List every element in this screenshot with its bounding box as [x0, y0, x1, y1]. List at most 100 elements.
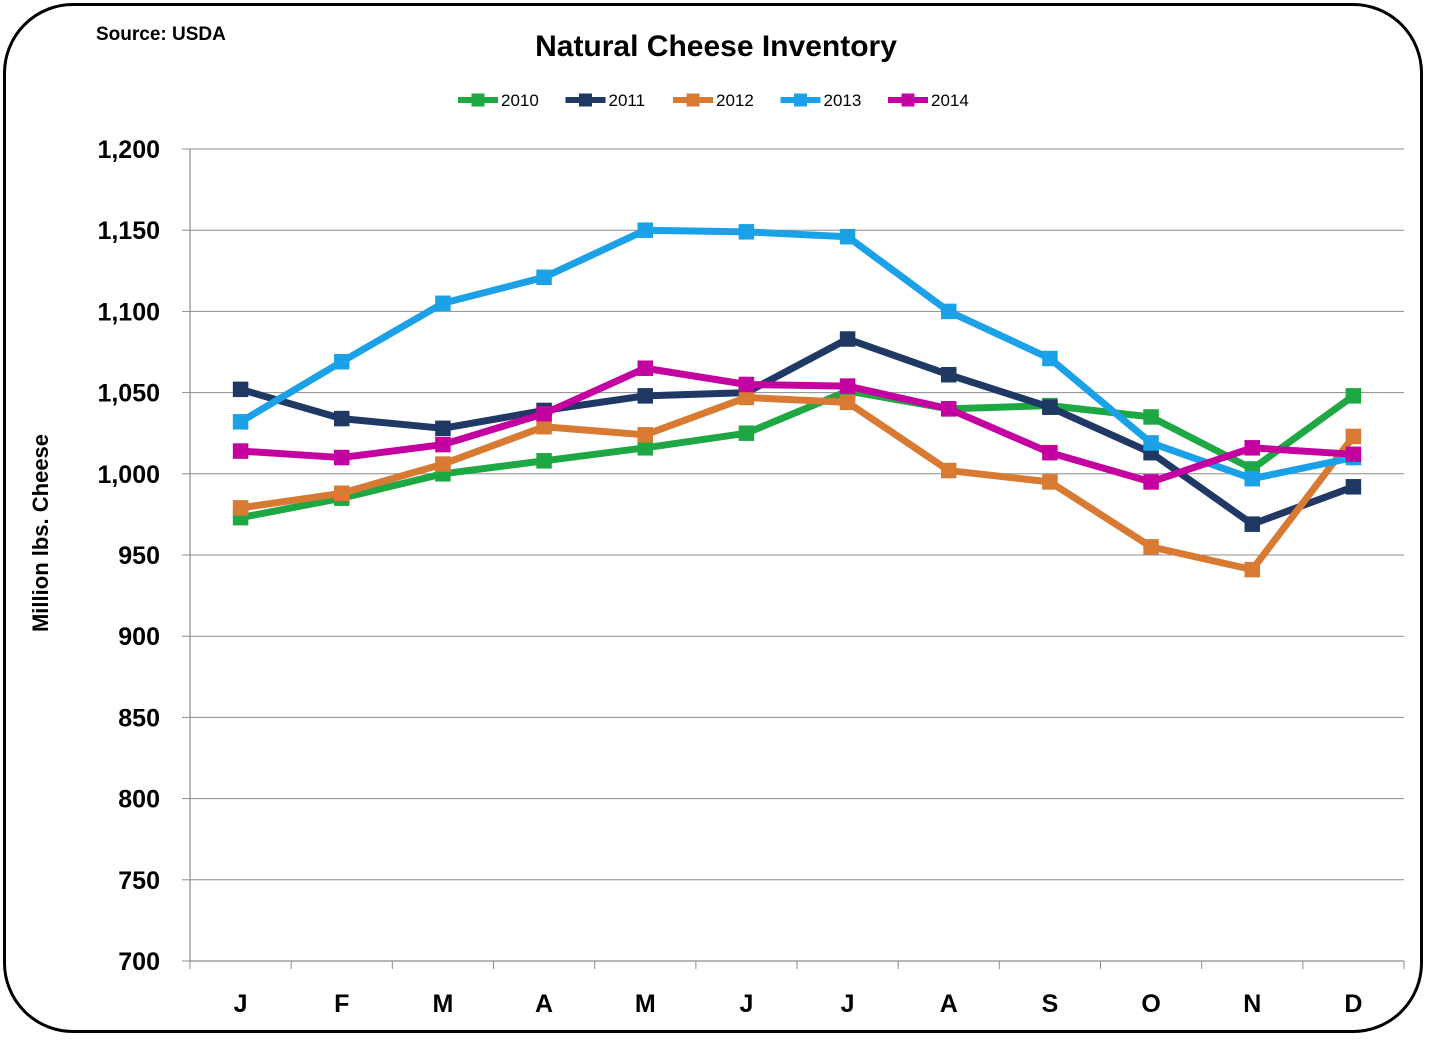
data-point [232, 500, 249, 516]
series-line-2014 [237, 364, 1357, 486]
legend-label: 2011 [609, 91, 646, 110]
x-tick-label: M [433, 990, 454, 1018]
y-tick-label: 850 [118, 704, 160, 732]
data-point [334, 410, 350, 427]
x-tick-label: A [940, 990, 958, 1018]
data-point [1042, 444, 1058, 461]
data-point [1345, 446, 1362, 463]
data-point [637, 427, 653, 443]
y-tick-label: 1,200 [97, 136, 160, 164]
data-point [941, 303, 957, 320]
legend-item-2010: 2010 [458, 91, 539, 110]
series-line-2012 [237, 393, 1357, 574]
legend-item-2014: 2014 [888, 91, 969, 110]
data-point [1042, 350, 1058, 367]
data-point [738, 389, 755, 406]
data-point [1345, 479, 1362, 495]
data-point [637, 222, 653, 238]
data-point [435, 436, 451, 453]
data-point [839, 394, 856, 411]
gridlines [182, 148, 1404, 962]
data-point [941, 401, 957, 417]
data-point [637, 440, 653, 456]
data-point [435, 295, 451, 312]
y-axis-label: Million lbs. Cheese [28, 434, 53, 632]
data-point [839, 331, 856, 347]
data-point [1345, 388, 1362, 404]
y-tick-label: 950 [118, 542, 160, 570]
legend-item-2013: 2013 [780, 91, 862, 110]
y-tick-label: 1,150 [97, 217, 160, 245]
series-line-2011 [237, 335, 1357, 528]
series-2013 [232, 222, 1362, 487]
series-line-2013 [237, 226, 1357, 483]
x-tick-label: N [1243, 990, 1261, 1018]
axes [189, 149, 1405, 969]
data-point [738, 425, 755, 441]
data-point [232, 443, 249, 459]
data-point [536, 418, 552, 435]
data-point [839, 228, 856, 245]
data-point [536, 269, 552, 286]
x-tick-label: D [1344, 990, 1362, 1018]
y-tick-label: 800 [118, 786, 160, 814]
data-point [1244, 470, 1260, 487]
data-point [536, 405, 552, 422]
data-point [1143, 539, 1159, 555]
y-tick-label: 750 [118, 867, 160, 895]
x-tick-label: J [739, 990, 753, 1018]
data-point [637, 360, 653, 376]
legend-item-2012: 2012 [673, 91, 754, 110]
data-point [435, 420, 451, 437]
data-point [1244, 516, 1260, 532]
legend-swatch-marker [794, 93, 807, 107]
data-point [637, 388, 653, 404]
y-tick-label: 900 [118, 623, 160, 651]
x-tick-label: J [841, 990, 855, 1018]
data-point [334, 485, 350, 502]
legend-label: 2014 [931, 91, 969, 110]
data-point [334, 449, 350, 466]
data-point [536, 453, 552, 469]
x-tick-label: O [1141, 990, 1160, 1018]
data-point [1143, 409, 1159, 425]
data-point [839, 378, 856, 394]
data-point [1244, 440, 1260, 456]
legend-label: 2010 [501, 91, 539, 110]
series-2011 [232, 331, 1362, 532]
data-point [232, 381, 249, 398]
legend-swatch-marker [901, 93, 915, 107]
x-tick-label: S [1042, 990, 1059, 1018]
data-point [1042, 474, 1058, 490]
data-point [941, 462, 957, 479]
data-point [1143, 474, 1159, 490]
x-tick-label: J [234, 990, 248, 1018]
series-2012 [232, 389, 1362, 578]
data-point [738, 376, 755, 393]
data-point [1345, 428, 1362, 445]
x-tick-label: A [535, 990, 553, 1018]
data-point [334, 353, 350, 370]
series-line-2010 [237, 387, 1357, 522]
y-tick-labels: 700 750 800 850 900 950 1,000 1,050 1,100 1,150 1,… [97, 136, 160, 976]
legend: 2010 2011 2012 2013 2014 [458, 91, 969, 110]
y-tick-label: 700 [118, 948, 160, 976]
series-2014 [232, 360, 1362, 490]
data-point [941, 366, 957, 383]
chart-title: Natural Cheese Inventory [535, 30, 897, 63]
legend-label: 2013 [824, 91, 862, 110]
legend-item-2011: 2011 [565, 91, 646, 110]
y-tick-label: 1,100 [97, 298, 160, 326]
series-group [232, 222, 1362, 578]
data-point [232, 414, 249, 430]
legend-label: 2012 [716, 91, 754, 110]
x-tick-label: F [334, 990, 349, 1018]
data-point [435, 456, 451, 472]
legend-swatch-marker [579, 93, 592, 107]
legend-swatch-marker [471, 93, 485, 107]
y-tick-label: 1,050 [97, 380, 160, 408]
y-tick-label: 1,000 [97, 461, 160, 489]
legend-swatch-marker [686, 93, 700, 107]
data-point [738, 224, 755, 240]
